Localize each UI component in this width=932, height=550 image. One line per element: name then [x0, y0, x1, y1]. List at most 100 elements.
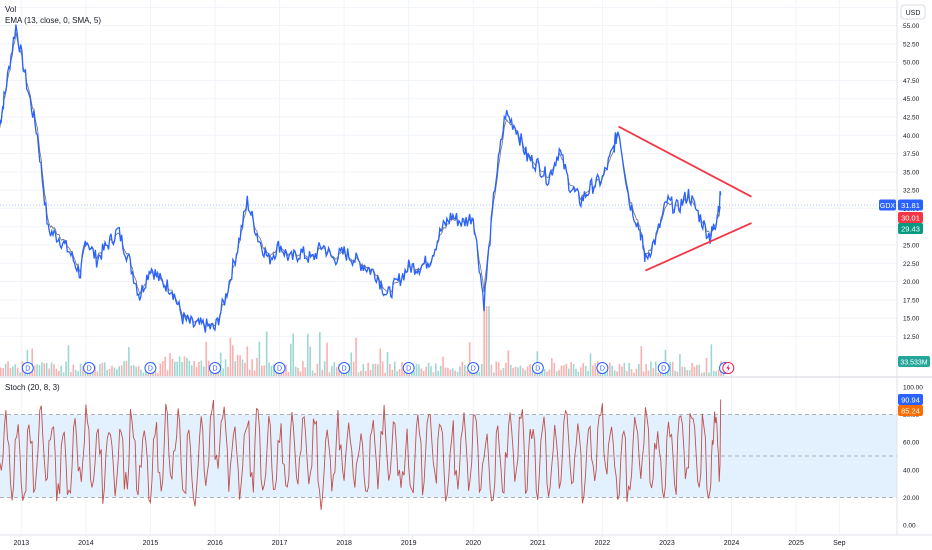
volume-bar: [161, 361, 164, 376]
volume-bar: [558, 369, 560, 376]
volume-bar: [592, 365, 594, 376]
volume-bar: [140, 369, 142, 376]
time-tick-label: 2025: [788, 540, 804, 547]
volume-bar: [398, 369, 401, 376]
volume-bar: [261, 365, 263, 376]
volume-bar: [418, 364, 420, 376]
dividend-marker: D: [21, 362, 34, 374]
volume-bar: [290, 343, 292, 376]
volume-bar: [430, 366, 432, 376]
volume-bar: [244, 362, 246, 376]
volume-legend[interactable]: Vol: [5, 5, 16, 14]
time-tick-label: 2017: [272, 540, 288, 547]
volume-bar: [495, 361, 498, 376]
dividend-icon: [657, 362, 670, 374]
volume-bar: [268, 362, 270, 376]
volume-bar: [50, 362, 53, 376]
triangle-upper-trendline[interactable]: [618, 125, 752, 198]
symbol-tag-text: GDX: [880, 203, 896, 210]
volume-bar: [659, 372, 662, 376]
volume-bar: [377, 364, 379, 376]
dividend-marker: D: [338, 362, 351, 374]
volume-bar: [372, 364, 374, 376]
volume-bar: [360, 370, 362, 376]
stoch-legend[interactable]: Stoch (20, 8, 3): [5, 383, 60, 392]
volume-bar: [195, 367, 198, 376]
volume-bar: [287, 371, 290, 376]
volume-bar: [65, 361, 67, 376]
stochastic-series[interactable]: [0, 399, 722, 510]
volume-tag: 33.533M: [898, 356, 930, 367]
volume-bar: [691, 362, 693, 376]
volume-bar: [393, 361, 396, 376]
volume-bar: [364, 371, 367, 376]
volume-bar: [58, 370, 60, 376]
stoch-k-line[interactable]: [0, 399, 722, 510]
volume-bar: [335, 367, 338, 376]
currency-button[interactable]: USD: [900, 4, 926, 20]
volume-bar: [285, 364, 287, 376]
price-line[interactable]: [0, 24, 722, 333]
triangle-lower-trendline[interactable]: [645, 222, 752, 272]
price-series[interactable]: [0, 24, 722, 333]
time-tick-label: 2016: [207, 540, 223, 547]
volume-bar: [79, 363, 82, 376]
volume-bar: [183, 356, 186, 376]
volume-bar: [478, 372, 481, 376]
volume-bar: [519, 365, 522, 376]
volume-bar: [570, 362, 572, 376]
volume-bar: [415, 363, 418, 376]
volume-bar: [551, 358, 553, 376]
volume-bar: [703, 372, 705, 376]
volume-bar: [222, 368, 224, 376]
stoch-tick-label: 20.00: [903, 495, 920, 502]
volume-bar: [548, 369, 551, 376]
dividend-icon: [531, 362, 544, 374]
triangle-pattern[interactable]: [618, 125, 752, 272]
price-tick-label: 22.50: [903, 261, 920, 268]
price-tick-label: 40.00: [903, 133, 920, 140]
dividend-icon: [273, 362, 286, 374]
dividend-marker: D: [596, 362, 609, 374]
volume-bar: [248, 369, 251, 376]
volume-bar: [14, 364, 17, 376]
volume-bar: [120, 365, 123, 376]
volume-bar: [355, 337, 357, 376]
time-tick-label: 2013: [14, 540, 30, 547]
volume-bar: [12, 366, 14, 376]
volume-bar: [297, 367, 299, 376]
volume-bar: [676, 371, 679, 376]
volume-bar: [422, 370, 425, 376]
volume-bar: [130, 365, 133, 376]
volume-bar: [357, 372, 360, 376]
volume-bar: [688, 370, 691, 376]
volume-bar: [650, 361, 652, 376]
time-axis[interactable]: 2013 2014 2015 2016 2017 2018 2019 2020 2021 2022…: [14, 540, 846, 547]
price-tick-label: 15.00: [903, 316, 920, 323]
volume-bar: [616, 371, 618, 376]
volume-bar: [717, 369, 720, 376]
volume-bar: [584, 366, 587, 376]
volume-bar: [82, 366, 84, 376]
volume-bar: [258, 341, 261, 376]
volume-bar: [331, 366, 333, 376]
volume-bar: [33, 365, 36, 376]
dividend-letter: D: [471, 366, 476, 373]
stoch-tick-label: 60.00: [903, 440, 920, 447]
volume-bar: [169, 353, 171, 376]
ema-legend[interactable]: EMA (13, close, 0, SMA, 5): [5, 16, 101, 25]
price-tag-ema: 29.43: [898, 223, 923, 234]
volume-bar: [340, 371, 343, 376]
volume-bar: [232, 345, 234, 376]
volume-bar: [265, 331, 268, 376]
volume-bar: [125, 361, 128, 376]
dividend-marker: D: [402, 362, 415, 374]
volume-bar: [157, 372, 159, 376]
volume-bar: [449, 369, 452, 376]
volume-bar: [456, 371, 459, 376]
volume-bar: [623, 362, 626, 376]
volume-bar: [451, 368, 454, 376]
volume-bar: [435, 363, 437, 376]
volume-bar: [572, 363, 575, 376]
